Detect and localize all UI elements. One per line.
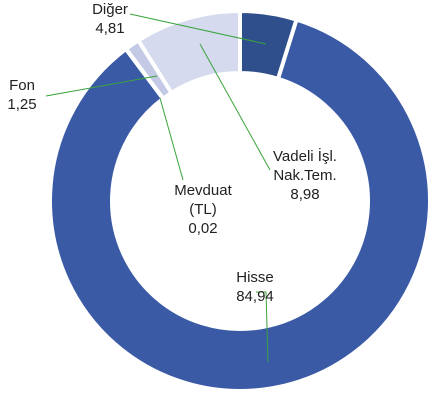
leader-line xyxy=(159,97,184,181)
slice-label: Diğer 4,81 xyxy=(75,0,145,38)
category-label: Vadeli İşl. Nak.Tem. xyxy=(273,148,337,184)
category-label: Hisse xyxy=(236,269,274,286)
value-label: 0,02 xyxy=(188,220,218,237)
leader-line xyxy=(45,75,158,97)
category-label: Fon xyxy=(9,77,35,94)
slice-label: Vadeli İşl. Nak.Tem. 8,98 xyxy=(250,147,360,204)
category-label: Diğer xyxy=(92,1,128,18)
value-label: 4,81 xyxy=(95,20,125,37)
leader-line xyxy=(256,291,269,363)
leader-line xyxy=(129,13,267,45)
slice-label: Mevduat (TL) 0,02 xyxy=(168,181,238,238)
donut-slice xyxy=(48,17,430,393)
leader-line xyxy=(199,43,271,171)
slice-label: Hisse 84,94 xyxy=(225,268,285,306)
value-label: 84,94 xyxy=(236,288,274,305)
value-label: 8,98 xyxy=(290,186,320,203)
category-label: Mevduat (TL) xyxy=(174,182,232,218)
donut-slice xyxy=(135,8,242,96)
value-label: 1,25 xyxy=(7,96,37,113)
slice-label: Fon 1,25 xyxy=(0,76,44,114)
